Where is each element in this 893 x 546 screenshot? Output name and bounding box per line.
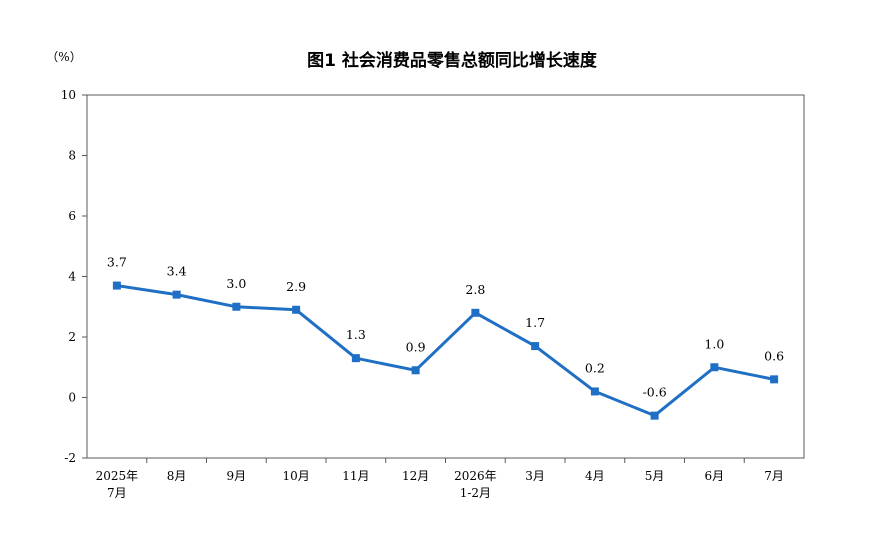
data-label: 0.6 <box>764 348 784 363</box>
plot-frame <box>86 94 805 459</box>
y-tick-label: 6 <box>68 209 76 223</box>
data-label-layer: 3.7 3.4 3.0 2.9 1.3 0.9 2.8 1.7 0.2 -0.6 1.0 0.6 <box>107 255 784 400</box>
data-point <box>292 305 301 314</box>
data-label: 0.2 <box>585 360 605 375</box>
y-tick-label: 8 <box>68 149 76 163</box>
data-point <box>590 387 599 396</box>
y-tick-label: -2 <box>64 451 76 465</box>
x-axis: 2025年 7月 8月 9月 10月 11月 12月 2026年 1-2月 3月 4月 5月 6月 7月 <box>96 458 784 500</box>
x-tick-label: 4月 <box>585 469 605 483</box>
data-label: 1.0 <box>704 336 724 351</box>
data-label: 3.0 <box>226 276 246 291</box>
data-label: 2.9 <box>286 279 306 294</box>
data-point <box>770 375 779 384</box>
series-layer <box>112 281 779 420</box>
x-tick-label: 5月 <box>645 469 665 483</box>
data-point <box>471 308 480 317</box>
x-tick-label: 6月 <box>705 469 725 483</box>
data-label: 0.9 <box>406 339 426 354</box>
x-tick-label: 12月 <box>402 469 429 483</box>
data-label: 3.4 <box>167 264 187 279</box>
y-axis: -2 0 2 4 6 8 10 <box>61 88 87 465</box>
y-tick-label: 2 <box>68 330 76 344</box>
y-axis-unit-label: （%） <box>46 50 81 64</box>
x-tick-label: 8月 <box>167 469 187 483</box>
x-tick-label: 10月 <box>282 469 309 483</box>
y-tick-label: 0 <box>68 391 76 405</box>
data-label: 1.7 <box>525 315 545 330</box>
data-point <box>411 366 420 375</box>
x-tick-label: 11月 <box>342 469 369 483</box>
x-tick-label: 7月 <box>764 469 784 483</box>
data-label: -0.6 <box>643 385 667 400</box>
data-label: 3.7 <box>107 255 127 270</box>
data-point <box>172 290 181 299</box>
y-tick-label: 10 <box>61 88 76 102</box>
data-label: 2.8 <box>465 282 485 297</box>
data-point <box>351 354 360 363</box>
data-point <box>531 342 540 351</box>
x-tick-label: 2026年 1-2月 <box>454 469 497 500</box>
x-tick-label: 2025年 7月 <box>96 469 139 500</box>
data-point <box>710 363 719 372</box>
data-point <box>650 411 659 420</box>
x-tick-label: 3月 <box>525 469 545 483</box>
data-point <box>112 281 121 290</box>
data-point <box>232 302 241 311</box>
chart-title: 图1 社会消费品零售总额同比增长速度 <box>307 50 598 71</box>
data-label: 1.3 <box>346 327 366 342</box>
y-tick-label: 4 <box>68 270 76 284</box>
x-tick-label: 9月 <box>227 469 247 483</box>
series-line <box>116 284 775 418</box>
